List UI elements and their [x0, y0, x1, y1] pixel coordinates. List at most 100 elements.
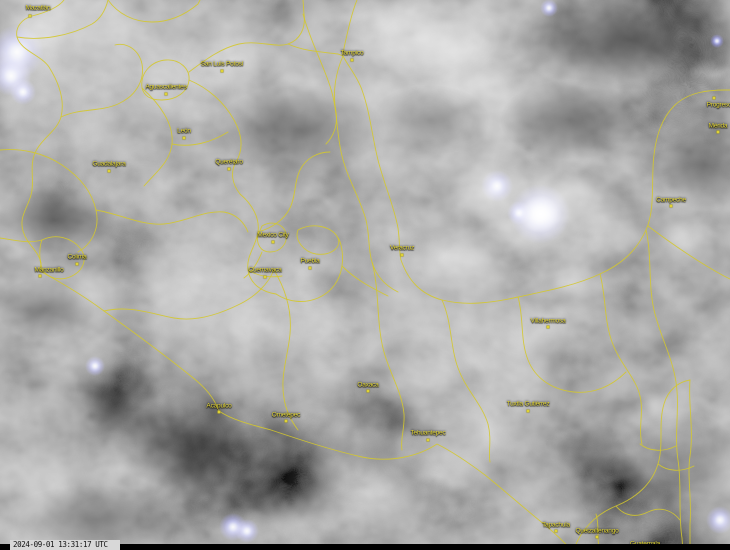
lightning-detection — [0, 25, 44, 79]
boundary-line — [273, 269, 299, 431]
cloud-mass — [395, 410, 515, 490]
cloud-mass — [430, 55, 530, 115]
city-marker-merida — [716, 130, 720, 134]
city-label-colima: Colima — [67, 253, 87, 261]
boundary-line-campeche — [645, 229, 684, 550]
city-marker-veracruz — [400, 253, 404, 257]
cloud-mass — [450, 160, 530, 220]
cloud-mass — [55, 337, 135, 393]
city-marker-villahermosa — [546, 325, 550, 329]
city-marker-tuxtla-gutierrez — [526, 409, 530, 413]
boundary-line — [517, 296, 627, 393]
cloud-mass — [518, 195, 562, 233]
city-marker-mexico-city — [271, 240, 275, 244]
boundary-line — [107, 0, 201, 23]
city-marker-tapachula — [554, 529, 558, 533]
cloud-mass — [470, 160, 620, 270]
clear-sky-patch — [510, 0, 730, 90]
city-label-manzanillo: Manzanillo — [34, 266, 64, 274]
lightning-detection — [85, 356, 105, 376]
cloud-mass — [75, 160, 205, 240]
boundary-line — [287, 43, 344, 57]
city-label-queretaro: Querétaro — [215, 158, 243, 166]
boundary-line — [188, 0, 305, 73]
boundary-line — [599, 273, 643, 445]
cloud-mass — [90, 40, 240, 130]
cloud-mass — [0, 10, 63, 120]
cloud-mass — [340, 0, 500, 85]
cloud-mass — [280, 400, 400, 460]
clear-sky-patch — [115, 400, 265, 490]
city-label-villahermosa: Villahermosa — [530, 317, 566, 325]
boundary-line — [441, 299, 491, 463]
city-label-progreso: Progreso — [706, 101, 730, 109]
city-marker-puebla — [308, 266, 312, 270]
city-label-puebla: Puebla — [300, 257, 320, 265]
clear-sky-patch — [660, 120, 730, 210]
cloud-mass — [687, 57, 730, 93]
cloud-mass — [225, 285, 395, 375]
city-marker-san-luis-potosi — [220, 69, 224, 73]
boundary-line-belize — [688, 379, 692, 550]
boundary-line — [188, 79, 242, 195]
city-marker-ometepec — [284, 419, 288, 423]
city-marker-aguascalientes — [164, 92, 168, 96]
city-label-san-luis-potosi: San Luis Potosí — [200, 60, 244, 68]
boundary-line — [0, 149, 98, 253]
boundary-line — [0, 237, 43, 243]
city-marker-acapulco — [217, 410, 221, 414]
lightning-detection — [235, 519, 259, 543]
boundary-line-gulf-coast — [342, 0, 730, 304]
city-marker-manzanillo — [38, 274, 42, 278]
boundary-line — [325, 55, 344, 145]
city-label-leon: León — [177, 127, 191, 135]
city-label-tuxtla-gutierrez: Tuxtla Gutiérrez — [506, 400, 550, 408]
bottom-black-bar — [0, 544, 730, 550]
cloud-mass — [150, 170, 350, 310]
city-marker-tampico — [350, 58, 354, 62]
boundary-line — [243, 251, 263, 279]
cloud-mass — [325, 0, 405, 40]
city-marker-mazatlan — [28, 14, 32, 18]
boundary-line-aguascalientes — [141, 59, 190, 101]
lightning-detection — [710, 34, 724, 48]
city-label-mexico-city: Mexico City — [257, 231, 289, 239]
cloud-mass — [5, 0, 75, 50]
lightning-detection — [510, 184, 570, 244]
lightning-detection — [0, 56, 31, 96]
boundary-line-pacific-coast — [16, 0, 572, 550]
boundary-line — [657, 463, 695, 471]
cloud-mass — [505, 255, 635, 315]
cloud-mass — [575, 480, 715, 550]
city-label-guadalajara: Guadalajara — [92, 160, 126, 168]
clear-sky-patch — [215, 85, 385, 175]
city-marker-guadalajara — [107, 169, 111, 173]
clear-sky-patch — [0, 278, 95, 338]
lightning-detection — [10, 79, 36, 105]
city-label-campeche: Campeche — [656, 196, 686, 204]
boundary-line — [371, 261, 405, 451]
lightning-detection — [507, 201, 531, 225]
lightning-detection — [219, 513, 247, 541]
clear-sky-patch — [370, 85, 490, 155]
city-marker-cuernavaca — [263, 275, 267, 279]
city-marker-colima — [75, 262, 79, 266]
timestamp: 2024-09-01 13:31:17 UTC — [10, 540, 120, 550]
city-label-cuernavaca: Cuernavaca — [248, 266, 282, 274]
city-label-tampico: Tampico — [340, 49, 364, 57]
boundary-line — [16, 0, 109, 39]
cloud-mass — [645, 215, 730, 275]
cloud-mass — [65, 430, 185, 510]
boundary-line-mexico-city — [257, 222, 287, 253]
cloud-mass — [170, 30, 290, 90]
cloud-mass — [0, 70, 125, 160]
boundary-line-colima — [39, 236, 85, 280]
city-label-quetzaltenango: Quetzaltenango — [575, 527, 619, 535]
cloud-mass — [480, 300, 600, 360]
